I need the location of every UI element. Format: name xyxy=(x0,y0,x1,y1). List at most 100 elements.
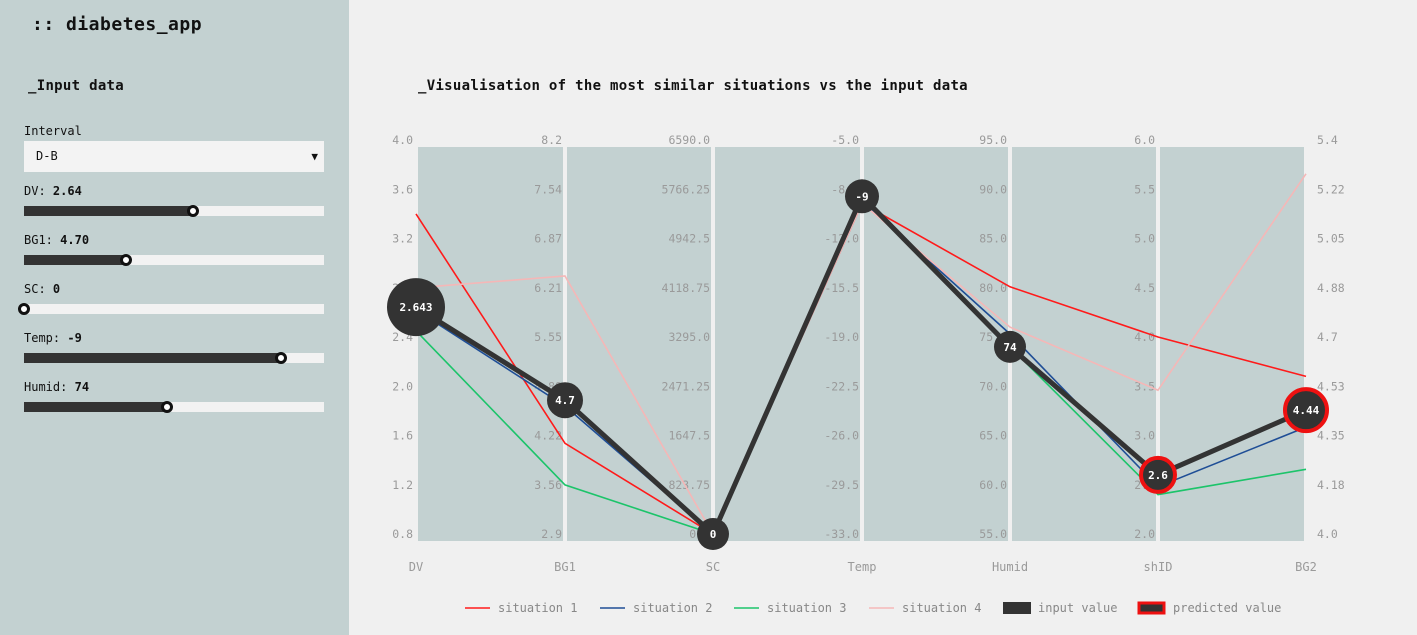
humid-slider[interactable] xyxy=(24,401,324,413)
temp-value: -9 xyxy=(67,331,82,345)
axis-tick-label: 5.5 xyxy=(1134,182,1155,196)
axis-panel xyxy=(864,147,1008,541)
predicted-node-bg2 xyxy=(1283,387,1329,434)
axis-tick-label: 1647.5 xyxy=(668,429,710,443)
input-node-temp xyxy=(845,179,879,214)
axis-tick-label: 55.0 xyxy=(979,527,1007,541)
axis-name-bg2: BG2 xyxy=(1295,560,1317,574)
sidebar: :: diabetes_app _Input data Interval D-B… xyxy=(0,0,349,635)
dv-label-name: DV: xyxy=(24,184,46,198)
axis-tick-label: 1.2 xyxy=(392,478,413,492)
axis-tick-label: 4.0 xyxy=(392,133,413,147)
axis-tick-label: 4.88 xyxy=(1317,281,1345,295)
axis-tick-label: 3.56 xyxy=(534,478,562,492)
axis-panel xyxy=(1012,147,1156,541)
axis-panel xyxy=(567,147,711,541)
axis-tick-label: 4.5 xyxy=(1134,281,1155,295)
input-node-label: 74 xyxy=(1003,341,1017,354)
axis-tick-label: -26.0 xyxy=(824,429,859,443)
humid-slider-handle[interactable] xyxy=(161,401,173,413)
axis-tick-label: 70.0 xyxy=(979,379,1007,393)
axis-tick-label: 80.0 xyxy=(979,281,1007,295)
axis-tick-label: 7.54 xyxy=(534,182,562,196)
axis-tick-label: -19.0 xyxy=(824,330,859,344)
chevron-down-icon: ▼ xyxy=(311,150,318,163)
temp-label: Temp: -9 xyxy=(24,331,82,345)
sc-value: 0 xyxy=(52,282,61,296)
sc-slider-handle[interactable] xyxy=(18,303,30,315)
axis-tick-label: -29.5 xyxy=(824,478,859,492)
axis-tick-label: 5.0 xyxy=(1134,232,1155,246)
axis-tick-label: -15.5 xyxy=(824,281,859,295)
input-node-label: 4.7 xyxy=(555,394,575,407)
bg1-slider-fill xyxy=(24,255,126,265)
axis-tick-label: 8.2 xyxy=(541,133,562,147)
axis-tick-label: 5.4 xyxy=(1317,133,1338,147)
input-node-dv xyxy=(387,278,445,337)
axis-tick-label: 0.8 xyxy=(392,527,413,541)
axis-tick-label: 6.21 xyxy=(534,281,562,295)
dv-label: DV: 2.64 xyxy=(24,184,82,198)
interval-select[interactable]: D-B ▼ xyxy=(24,141,324,172)
axis-tick-label: 85.0 xyxy=(979,232,1007,246)
axis-tick-label: 5.55 xyxy=(534,330,562,344)
input-section-title: _Input data xyxy=(28,78,125,94)
temp-slider[interactable] xyxy=(24,352,324,364)
input-node-sc xyxy=(697,518,729,550)
parallel-coordinates-chart: 4.03.63.22.82.42.01.61.20.8DV8.27.546.87… xyxy=(387,133,1345,615)
axis-tick-label: 5.05 xyxy=(1317,232,1345,246)
axis-tick-label: -33.0 xyxy=(824,527,859,541)
axis-name-bg1: BG1 xyxy=(554,560,576,574)
axis-tick-label: 2.0 xyxy=(392,379,413,393)
predicted-node-shid xyxy=(1139,455,1177,494)
dv-slider[interactable] xyxy=(24,205,324,217)
input-node-label: 2.643 xyxy=(399,301,432,314)
axis-name-sc: SC xyxy=(706,560,720,574)
axis-tick-label: 2.0 xyxy=(1134,527,1155,541)
axis-tick-label: 60.0 xyxy=(979,478,1007,492)
legend-label: situation 1 xyxy=(498,601,577,615)
input-node-label: 0 xyxy=(710,528,717,541)
input-node-label: -9 xyxy=(855,190,868,203)
dv-slider-handle[interactable] xyxy=(187,205,199,217)
interval-label: Interval xyxy=(24,124,82,138)
legend-label: situation 3 xyxy=(767,601,846,615)
axis-tick-label: 3.2 xyxy=(392,232,413,246)
axis-tick-label: 4.7 xyxy=(1317,330,1338,344)
bg1-slider-handle[interactable] xyxy=(120,254,132,266)
humid-slider-fill xyxy=(24,402,167,412)
axis-tick-label: 1.6 xyxy=(392,429,413,443)
axis-tick-label: 65.0 xyxy=(979,429,1007,443)
axis-tick-label: 4.18 xyxy=(1317,478,1345,492)
humid-value: 74 xyxy=(74,380,90,394)
sc-label-name: SC: xyxy=(24,282,46,296)
interval-value: D-B xyxy=(36,149,58,163)
legend-swatch-predicted xyxy=(1137,601,1166,615)
axis-tick-label: 3.6 xyxy=(392,182,413,196)
axis-tick-label: 4.53 xyxy=(1317,379,1345,393)
dv-value: 2.64 xyxy=(52,184,82,198)
legend-label: situation 4 xyxy=(902,601,981,615)
axis-tick-label: 4.35 xyxy=(1317,429,1345,443)
bg1-value: 4.70 xyxy=(60,233,90,247)
main-panel: _Visualisation of the most similar situa… xyxy=(349,0,1417,635)
predicted-node-label: 4.44 xyxy=(1293,404,1320,417)
axis-tick-label: 823.75 xyxy=(668,478,710,492)
input-node-bg1 xyxy=(547,382,583,419)
visualisation-title: _Visualisation of the most similar situa… xyxy=(418,78,968,94)
dv-slider-fill xyxy=(24,206,193,216)
axis-tick-label: 6590.0 xyxy=(668,133,710,147)
sc-label: SC: 0 xyxy=(24,282,60,296)
axis-name-dv: DV xyxy=(409,560,423,574)
axis-tick-label: 2.9 xyxy=(541,527,562,541)
temp-slider-fill xyxy=(24,353,281,363)
axis-tick-label: 3295.0 xyxy=(668,330,710,344)
sc-slider[interactable] xyxy=(18,303,324,315)
axis-tick-label: 5766.25 xyxy=(662,182,710,196)
bg1-slider[interactable] xyxy=(24,254,324,266)
temp-label-name: Temp: xyxy=(24,331,61,345)
legend-label: input value xyxy=(1038,601,1117,615)
temp-slider-handle[interactable] xyxy=(275,352,287,364)
bg1-label: BG1: 4.70 xyxy=(24,233,89,247)
legend-label: situation 2 xyxy=(633,601,712,615)
